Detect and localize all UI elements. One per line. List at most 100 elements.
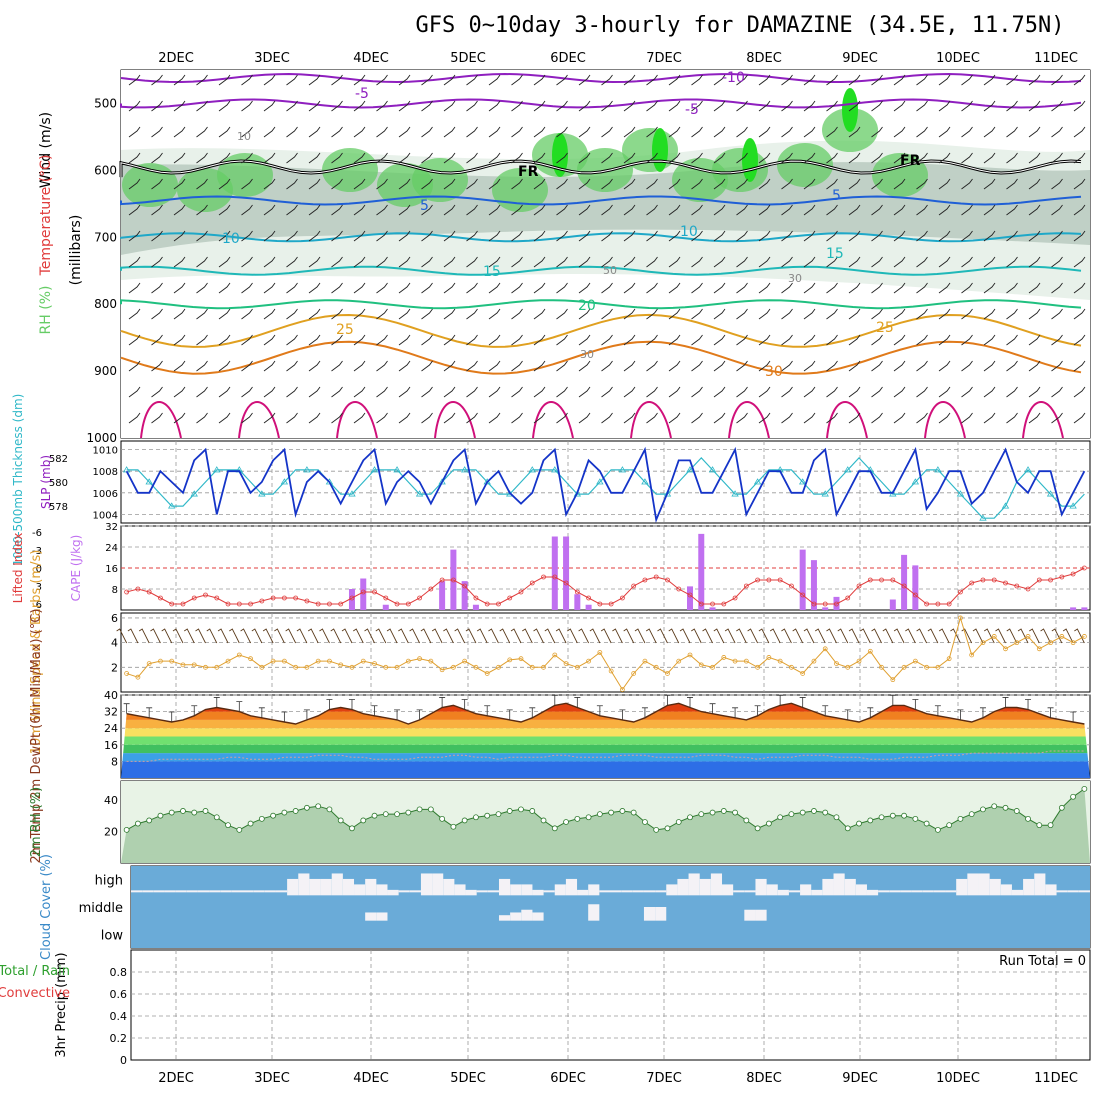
wind-barb <box>736 204 748 216</box>
wind-barb <box>848 204 861 216</box>
lifted-index-marker <box>135 586 141 592</box>
wind-speed-marker <box>980 640 986 646</box>
lifted-index-marker <box>766 577 772 583</box>
precip-panel: 0 0.2 0.4 0.6 0.8 Run Total = 0 <box>110 954 1087 1067</box>
wind-barb <box>646 230 658 242</box>
wind-barb <box>578 74 591 86</box>
cloud-high-bar <box>956 878 968 896</box>
cloud-high-bar <box>443 878 455 896</box>
chart-title: GFS 0~10day 3-hourly for DAMAZINE (34.5E… <box>415 13 1064 38</box>
ylabel-rh2m: 2m RH (%) <box>29 787 44 858</box>
wind-speed-marker <box>687 652 693 658</box>
wind-barb <box>466 74 478 86</box>
cape-bar <box>687 586 694 610</box>
wind-barb <box>376 100 388 112</box>
cloud-cover-panel: high middle low <box>79 866 1090 948</box>
wind-barb <box>488 360 501 372</box>
wind-barb <box>218 204 231 216</box>
wind-barb <box>511 204 523 216</box>
rh-marker <box>427 806 434 813</box>
ylabel-millibars: (millibars) <box>68 215 84 286</box>
y-tick-label: 500 <box>94 96 117 110</box>
wind-barb <box>511 100 523 112</box>
wind-speed-marker <box>360 658 366 664</box>
lifted-index-marker <box>743 583 749 589</box>
wind-barb <box>578 230 591 242</box>
y-tick-label: 600 <box>94 163 117 177</box>
isotherm-line <box>120 265 1082 276</box>
wind-speed-marker <box>405 658 411 664</box>
wind-speed-marker <box>1025 634 1031 639</box>
wind-barb <box>151 100 163 112</box>
wind-speed-marker <box>225 658 231 664</box>
wind-barb-10m <box>623 628 635 644</box>
thickness-marker <box>798 478 807 485</box>
rh-tick-label: 20 <box>104 825 118 838</box>
lifted-index-marker <box>1048 577 1053 583</box>
wind-barb <box>578 308 591 320</box>
wind-barb <box>241 152 253 164</box>
wind-barb <box>1028 74 1041 86</box>
wind-barb <box>781 256 793 268</box>
wind-barb <box>1073 334 1086 346</box>
wind-barb <box>556 412 568 424</box>
wind-barb <box>736 230 748 242</box>
lifted-index-marker <box>383 595 389 601</box>
wind-barb-10m <box>375 628 387 644</box>
wind-barb <box>443 126 456 138</box>
wind-speed-marker <box>935 664 941 670</box>
wind-barb <box>151 360 163 372</box>
wind-barb <box>1006 230 1018 242</box>
wind-barb <box>713 412 726 424</box>
cape-tick-label: 24 <box>105 543 118 554</box>
wind-speed-marker <box>191 662 197 668</box>
wind-speed-marker <box>1059 634 1065 639</box>
ylabel-cape: CAPE (J/kg) <box>69 535 83 602</box>
wind-barb-10m <box>1051 628 1063 644</box>
wind-barb <box>241 256 253 268</box>
wind-barb <box>421 360 433 372</box>
wind-barb <box>961 282 973 294</box>
cloud-high-bar <box>298 873 310 896</box>
cloud-high-bar <box>766 884 778 896</box>
wind-barb-10m <box>172 628 184 644</box>
wind-barb <box>196 178 208 190</box>
ylabel-temp2m: 2m Temp 2m DewPt (6hr Min/Max) (°C) <box>29 609 44 864</box>
wind-barb <box>331 100 343 112</box>
temp-minmax-bar <box>799 697 806 708</box>
wind-barb <box>421 386 433 398</box>
thickness-marker <box>956 490 965 497</box>
lifted-index-marker <box>935 601 941 607</box>
lifted-index-marker <box>777 577 783 583</box>
wind-barb <box>308 412 321 424</box>
lifted-index-marker <box>225 601 231 607</box>
wind-barb <box>241 360 253 372</box>
wind-barb <box>646 256 658 268</box>
wind-speed-marker <box>665 671 670 676</box>
cloud-mid-bar <box>365 912 377 921</box>
isotherm-line <box>120 313 1082 348</box>
wind-barb <box>376 360 388 372</box>
wind-barb-10m <box>837 628 849 644</box>
temp-minmax-bar <box>213 697 220 708</box>
wind-barb <box>511 178 523 190</box>
cloud-high-bar <box>722 884 734 896</box>
wind-barb <box>308 178 321 190</box>
wind-barb <box>983 178 996 190</box>
wind-barb <box>376 282 388 294</box>
wind-barb-10m <box>161 628 173 644</box>
wind-speed-marker <box>969 652 975 658</box>
lifted-index-marker <box>529 580 535 586</box>
wind-barb <box>511 126 523 138</box>
lifted-index-marker <box>1070 571 1076 577</box>
wind-barb <box>151 126 163 138</box>
wind-barb-10m <box>296 628 308 644</box>
wind-speed-marker <box>1003 646 1008 652</box>
lifted-index-marker <box>507 595 513 601</box>
lifted-index-marker <box>856 583 862 589</box>
temp-minmax-bar <box>1025 699 1032 710</box>
ylabel-cloud: Cloud Cover (%) <box>39 854 54 960</box>
wind-barb <box>578 334 591 346</box>
wind-barb <box>578 204 591 216</box>
thickness-marker <box>551 466 559 473</box>
